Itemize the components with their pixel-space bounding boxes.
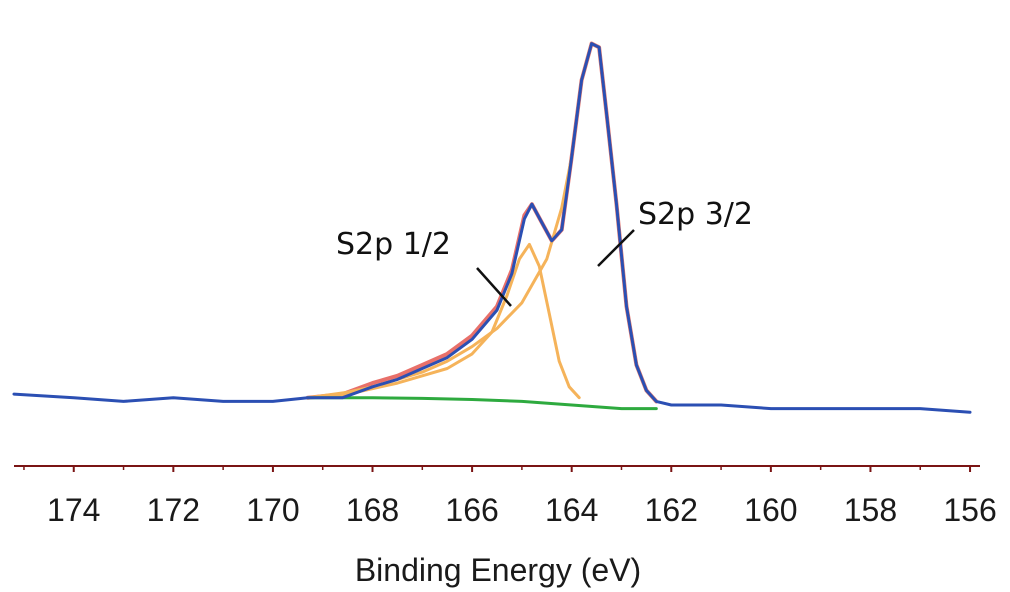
x-tick-label: 156 — [943, 492, 996, 528]
x-axis-title: Binding Energy (eV) — [355, 552, 641, 588]
x-tick-label: 166 — [445, 492, 498, 528]
x-tick-label: 160 — [744, 492, 797, 528]
leader-line-s2p-3-2 — [597, 229, 635, 267]
x-tick-label: 172 — [147, 492, 200, 528]
series-envelope-line — [12, 42, 972, 414]
series-background-line — [306, 396, 658, 411]
leader-line-s2p-1-2 — [476, 267, 512, 307]
plot-area: 174 172 170 168 166 164 162 160 158 156 — [12, 41, 997, 528]
peak-label-s2p-3-2: S2p 3/2 — [638, 197, 753, 232]
series-component-s2p-1-2-line — [306, 242, 581, 400]
peak-label-s2p-1-2: S2p 1/2 — [336, 227, 451, 262]
x-tick-label: 162 — [645, 492, 698, 528]
x-tick-label: 158 — [844, 492, 897, 528]
x-tick-label: 170 — [246, 492, 299, 528]
x-tick-label: 174 — [47, 492, 100, 528]
series-layer — [12, 41, 972, 414]
x-tick-label: 164 — [545, 492, 598, 528]
annotation-leaders — [476, 229, 635, 307]
x-tick-label: 168 — [346, 492, 399, 528]
x-axis-ticks: 174 172 170 168 166 164 162 160 158 156 — [23, 466, 997, 528]
